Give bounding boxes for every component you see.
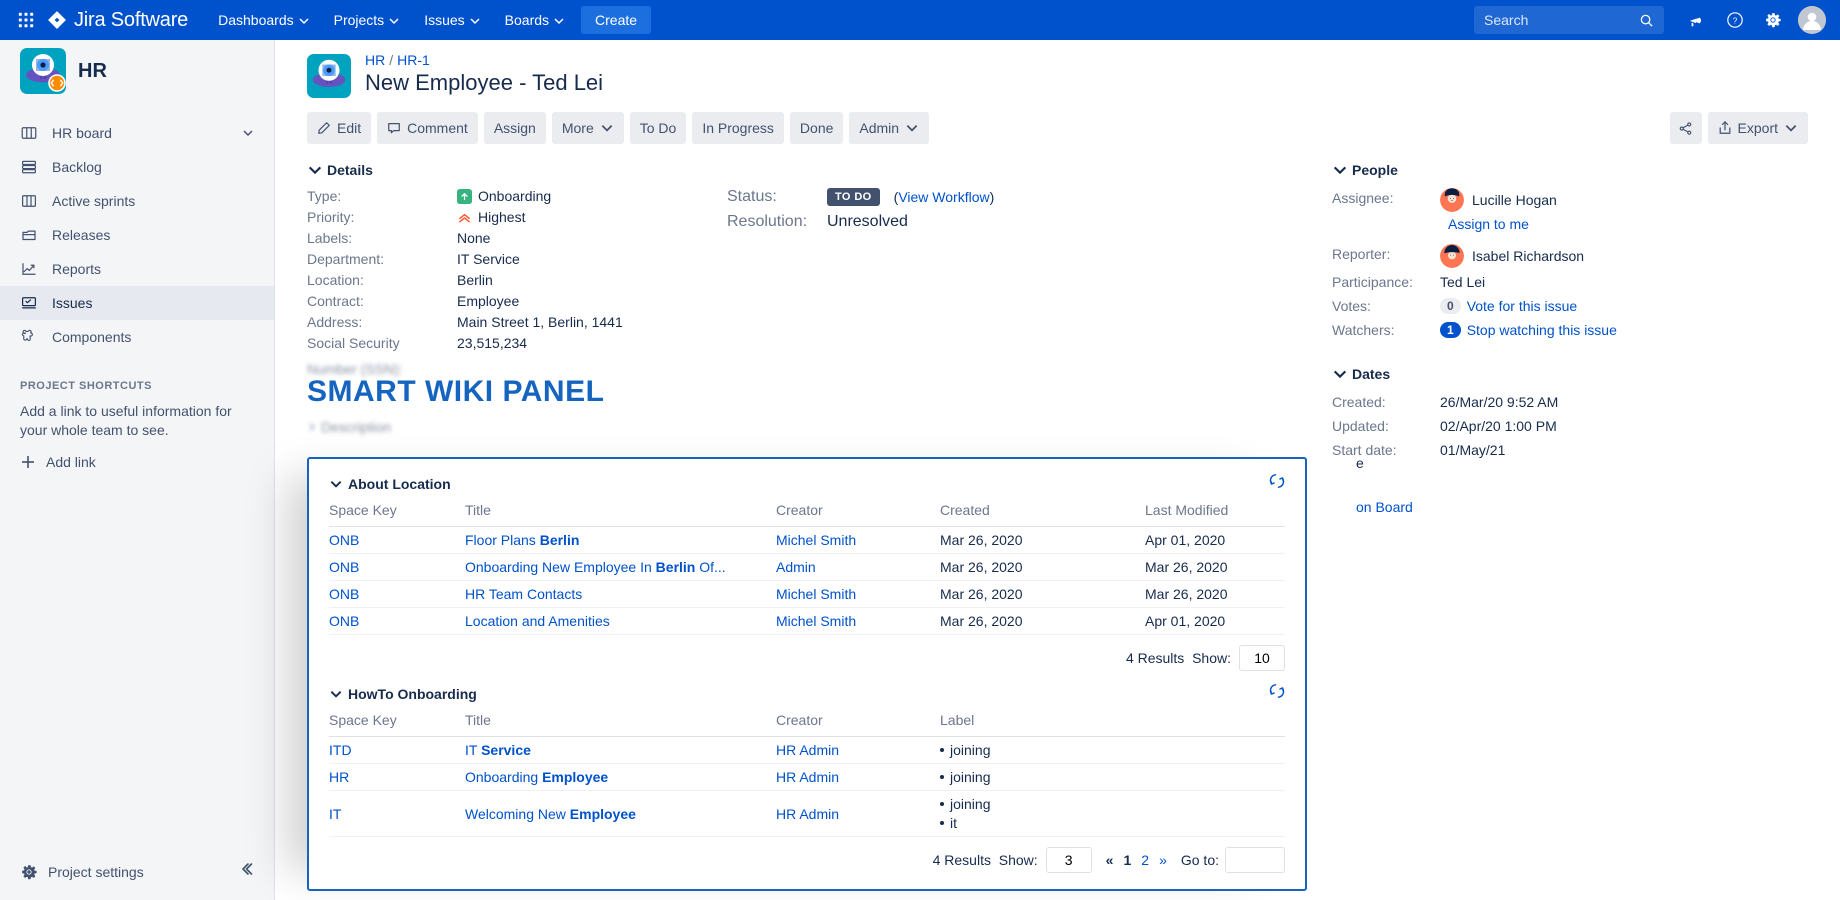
svg-text:?: ? <box>1733 17 1738 26</box>
